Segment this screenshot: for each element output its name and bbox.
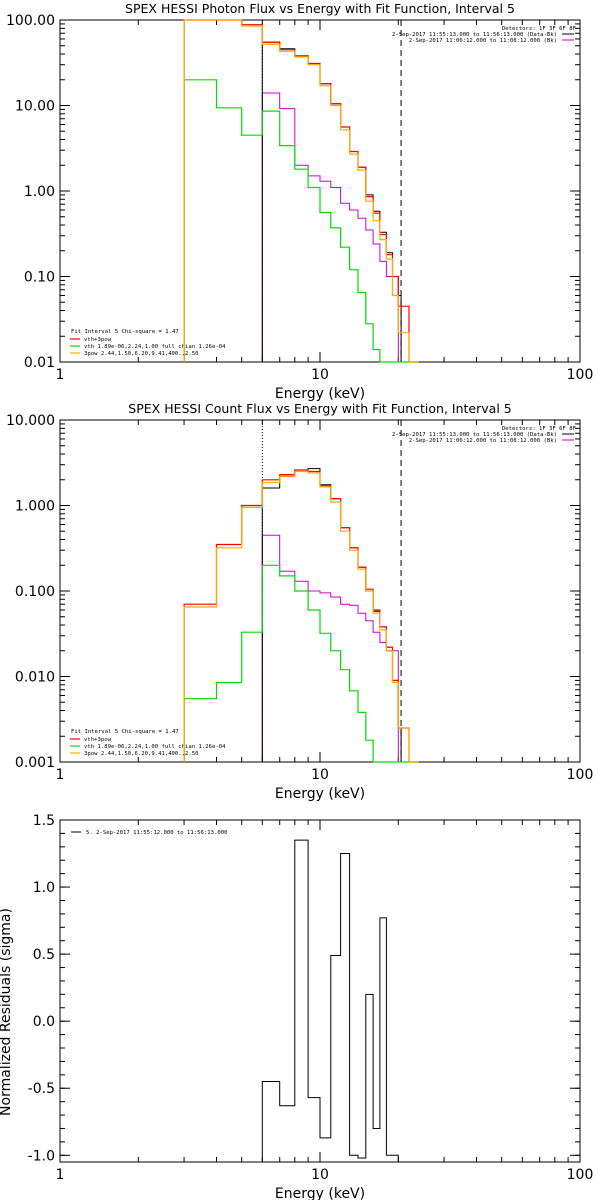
residuals-panel: Energy (keV) Normalized Residuals (sigma… — [0, 813, 593, 1200]
y-tick-label: 0.01 — [24, 355, 55, 371]
chart-title: SPEX HESSI Photon Flux vs Energy with Fi… — [125, 1, 515, 16]
x-axis-label: Energy (keV) — [275, 786, 365, 802]
legend-entry-thermal: vth 1.89e-06,2.24,1.00 full chian 1.26e-… — [84, 744, 226, 750]
y-tick-label: 10.000 — [6, 413, 55, 429]
y-tick-label: 1.5 — [33, 813, 55, 829]
y-tick-label: -0.5 — [28, 1081, 55, 1097]
chart-title: SPEX HESSI Count Flux vs Energy with Fit… — [128, 401, 511, 416]
x-tick-label: 10 — [311, 1167, 329, 1183]
total-fit-line — [183, 469, 419, 763]
y-tick-label: 0.001 — [15, 755, 55, 771]
y-tick-label: 0.5 — [33, 947, 55, 963]
x-tick-label: 1 — [56, 767, 65, 783]
y-tick-label: 0.10 — [24, 270, 55, 286]
fit-info-label: Fit Interval 5 Chi-square = 1.47 — [71, 729, 179, 735]
y-tick-label: 0.100 — [15, 584, 55, 600]
count-flux-panel: SPEX HESSI Count Flux vs Energy with Fit… — [6, 401, 593, 802]
y-tick-label: 0.0 — [33, 1014, 55, 1030]
data-interval-label: 2-Sep-2017 11:55:13.000 to 11:56:13.000 … — [392, 432, 557, 438]
legend-entry-total: vth+3pow — [84, 337, 112, 343]
residuals-line — [261, 839, 399, 1162]
x-axis-label: Energy (keV) — [275, 386, 365, 402]
data-spectrum-line — [261, 41, 402, 362]
x-tick-label: 10 — [311, 367, 329, 383]
x-axis-label: Energy (keV) — [275, 1186, 365, 1200]
detectors-label: Detectors: 1F 3F 6F 8F — [502, 426, 577, 432]
legend-entry-power: 3pow 2.44,1.50,6.20,9.41,400.,2.50 — [84, 751, 199, 757]
y-tick-label: 1.000 — [15, 499, 55, 515]
fit-info-label: Fit Interval 5 Chi-square = 1.47 — [71, 329, 179, 335]
y-tick-label: 10.00 — [15, 99, 55, 115]
background-interval-label: 2-Sep-2017 11:06:12.000 to 11:08:12.000 … — [409, 38, 557, 44]
x-tick-label: 1 — [56, 367, 65, 383]
y-axis-label: Normalized Residuals (sigma) — [0, 908, 14, 1116]
thermal-component-line — [183, 79, 419, 363]
x-tick-label: 1 — [56, 1167, 65, 1183]
y-tick-label: 0.010 — [15, 670, 55, 686]
x-tick-label: 100 — [567, 1167, 594, 1183]
thermal-component-line — [183, 564, 419, 763]
x-tick-label: 10 — [311, 767, 329, 783]
legend-entry-total: vth+3pow — [84, 737, 112, 743]
power-law-component-line — [183, 19, 419, 363]
power-law-component-line — [183, 470, 419, 763]
legend-entry-power: 3pow 2.44,1.50,6.20,9.41,400.,2.50 — [84, 351, 199, 357]
background-spectrum-line — [261, 534, 402, 763]
y-tick-label: 100.00 — [6, 13, 55, 29]
y-tick-label: 1.0 — [33, 880, 55, 896]
photon-flux-panel: SPEX HESSI Photon Flux vs Energy with Fi… — [6, 1, 593, 402]
y-tick-label: -1.0 — [28, 1148, 55, 1164]
legend-entry-thermal: vth 1.89e-06,2.24,1.00 full chian 1.26e-… — [84, 344, 226, 350]
total-fit-line — [183, 19, 419, 363]
detectors-label: Detectors: 1F 3F 6F 8F — [502, 26, 577, 32]
y-tick-label: 1.00 — [24, 184, 55, 200]
x-tick-label: 100 — [567, 767, 594, 783]
legend-entry-interval: 5. 2-Sep-2017 11:55:12.000 to 11:56:13.0… — [86, 830, 227, 836]
x-tick-label: 100 — [567, 367, 594, 383]
background-interval-label: 2-Sep-2017 11:06:12.000 to 11:08:12.000 … — [409, 438, 557, 444]
data-interval-label: 2-Sep-2017 11:55:13.000 to 11:56:13.000 … — [392, 32, 557, 38]
